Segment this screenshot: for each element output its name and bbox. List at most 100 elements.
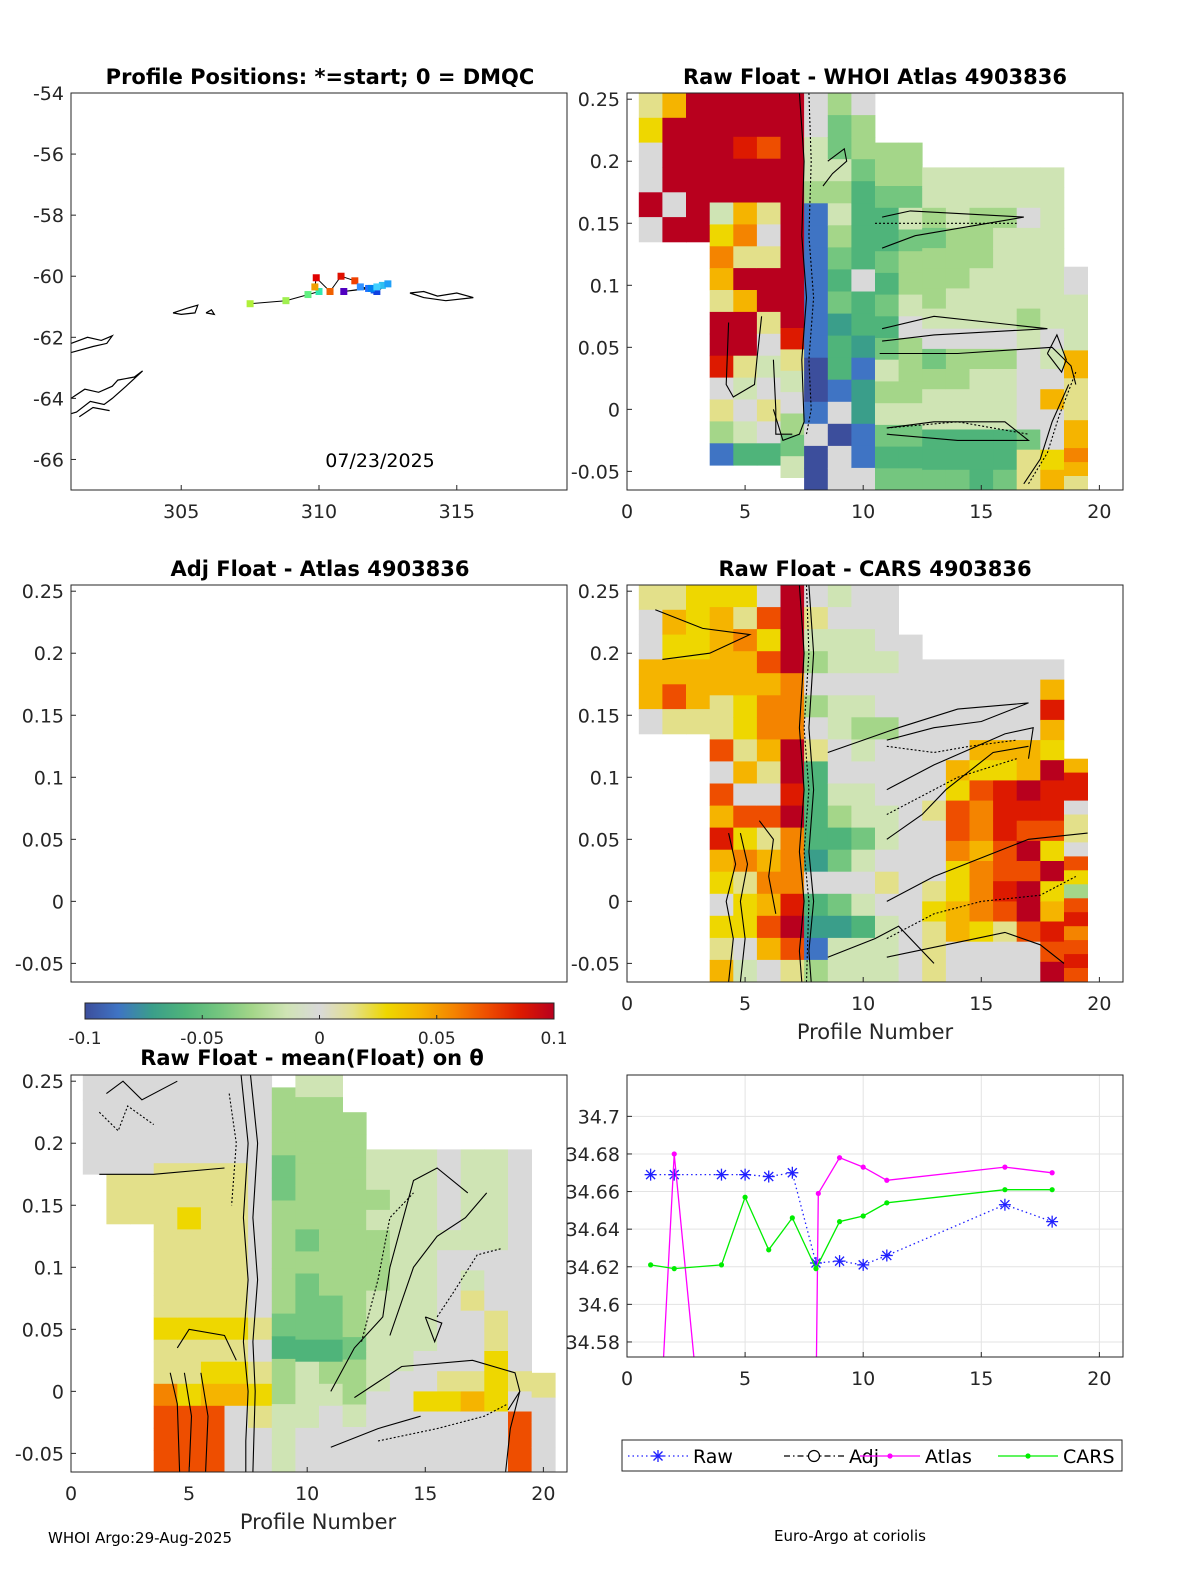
whoi-cell xyxy=(1040,409,1065,430)
whoi-cell xyxy=(780,285,805,308)
mean-cell xyxy=(130,1149,154,1175)
whoi-cell xyxy=(756,355,781,378)
whoi-cell xyxy=(804,247,829,270)
mean-cell xyxy=(200,1207,225,1230)
cars-cell xyxy=(875,607,899,630)
coastline xyxy=(78,406,110,418)
mean-cell xyxy=(508,1250,532,1271)
whoi-cell xyxy=(898,272,923,295)
cars-cell xyxy=(638,684,663,710)
mean-cell xyxy=(437,1411,462,1433)
cars-cell xyxy=(709,783,734,806)
cars-cell xyxy=(875,673,899,696)
whoi-cell xyxy=(804,225,829,248)
cars-cell xyxy=(709,849,734,873)
mean-cell xyxy=(366,1230,391,1251)
mean-panel: Raw Float - mean(Float) on θ 0 5 10 15 20 0.2… xyxy=(15,1046,568,1534)
cars-cell xyxy=(875,959,899,983)
cars-contour xyxy=(886,931,1065,964)
mean-xtick-label: 0 xyxy=(65,1483,77,1505)
whoi-cell xyxy=(1040,328,1065,350)
cars-cell xyxy=(756,959,781,983)
mean-cell xyxy=(248,1405,273,1429)
legend-label: Raw xyxy=(693,1446,733,1468)
whoi-cell xyxy=(922,429,947,451)
mean-cell xyxy=(200,1075,225,1098)
whoi-cell xyxy=(993,429,1018,451)
whoi-axis-ticks: 0 5 10 15 200.250.20.150.10.050-0.05 xyxy=(571,89,1112,523)
legend-items: Raw Adj Atlas CARS xyxy=(628,1446,1115,1468)
mean-cell xyxy=(295,1295,320,1319)
mean-cell xyxy=(224,1229,249,1252)
whoi-cell xyxy=(709,246,734,269)
whoi-cell xyxy=(875,468,899,491)
mean-cell xyxy=(508,1371,532,1392)
mean-cell xyxy=(224,1383,249,1407)
cars-cell xyxy=(875,783,899,806)
cars-cell xyxy=(1040,780,1065,801)
cars-cell xyxy=(827,827,852,851)
mean-cell xyxy=(248,1449,273,1473)
cars-cell xyxy=(733,827,758,851)
cars-cell xyxy=(945,901,970,922)
whoi-cell xyxy=(780,178,805,201)
cars-cell xyxy=(969,861,994,882)
series-point-cars xyxy=(789,1215,795,1221)
whoi-cell xyxy=(851,335,876,359)
whoi-cell xyxy=(1016,449,1041,471)
mean-cell xyxy=(508,1209,532,1231)
whoi-cell xyxy=(993,187,1018,209)
mean-cell xyxy=(437,1250,462,1271)
cars-contour xyxy=(655,609,752,660)
mean-cell xyxy=(413,1209,438,1231)
map-profile-points xyxy=(246,272,392,308)
mean-cell xyxy=(271,1132,296,1156)
series-point-cars xyxy=(718,1262,725,1268)
cars-cell xyxy=(969,719,994,741)
whoi-cell xyxy=(780,413,805,436)
mean-cell xyxy=(177,1141,202,1164)
cars-cell xyxy=(993,760,1018,781)
mean-cell xyxy=(389,1371,414,1392)
whoi-cell xyxy=(756,333,781,357)
cars-cell xyxy=(1016,961,1041,983)
mean-cell xyxy=(460,1250,485,1271)
cars-cell xyxy=(827,695,852,718)
mean-cell xyxy=(224,1317,249,1341)
mean-cell xyxy=(389,1451,414,1473)
cars-ytick-label: 0.25 xyxy=(578,581,620,603)
cars-cell xyxy=(898,938,923,961)
whoi-cell xyxy=(733,114,758,138)
whoi-cell xyxy=(733,180,758,203)
whoi-cell xyxy=(1064,294,1088,309)
whoi-xtick-label: 20 xyxy=(1087,501,1111,523)
cars-cell xyxy=(945,800,970,822)
whoi-cell xyxy=(875,338,899,361)
whoi-cell xyxy=(1016,227,1041,249)
mean-cell xyxy=(248,1119,273,1142)
series-point-raw xyxy=(644,1168,657,1181)
whoi-cell xyxy=(1040,227,1065,249)
mean-cell xyxy=(153,1119,178,1142)
mean-cell xyxy=(366,1270,391,1291)
mean-cell xyxy=(437,1189,462,1211)
mean-cell xyxy=(224,1141,249,1164)
cars-cell xyxy=(898,895,923,918)
whoi-cell xyxy=(804,423,829,447)
salinity-ytick-label: 34.64 xyxy=(566,1219,620,1241)
whoi-cell xyxy=(875,251,899,274)
cars-cell xyxy=(922,679,947,701)
mean-cell xyxy=(177,1119,202,1142)
legend-marker xyxy=(807,1449,821,1463)
whoi-cell xyxy=(804,401,829,425)
mean-cell xyxy=(389,1230,414,1251)
mean-cell xyxy=(342,1449,367,1473)
cars-cell xyxy=(898,808,923,831)
mean-cell xyxy=(437,1330,462,1352)
whoi-cell xyxy=(827,313,852,337)
mean-cell xyxy=(200,1405,225,1429)
cars-cell xyxy=(1016,921,1041,943)
whoi-cell xyxy=(851,93,876,116)
cars-cell xyxy=(827,739,852,762)
map-ytick-label: -62 xyxy=(33,327,64,349)
